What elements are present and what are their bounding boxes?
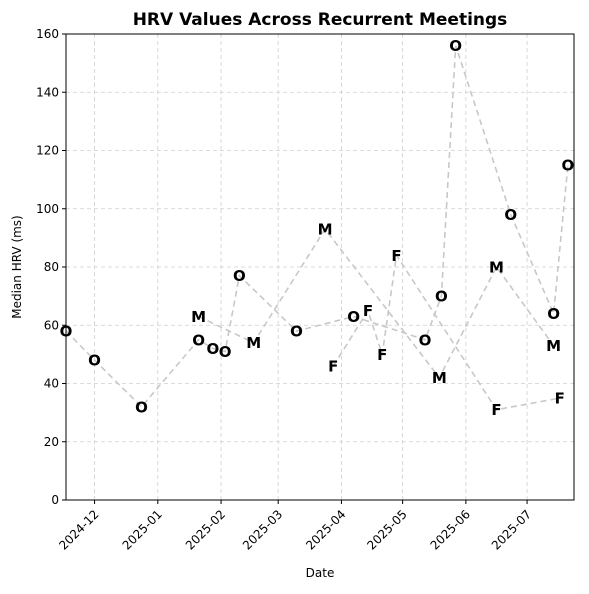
data-point-o: O: [435, 288, 448, 306]
y-tick-label: 80: [44, 260, 59, 274]
y-tick-label: 40: [44, 377, 59, 391]
data-point-o: O: [233, 267, 246, 285]
series-lines: [65, 45, 569, 411]
data-point-m: M: [432, 369, 447, 387]
x-axis-label: Date: [306, 566, 335, 580]
y-tick-label: 160: [36, 27, 59, 41]
y-tick-label: 100: [36, 202, 59, 216]
data-point-f: F: [363, 302, 373, 320]
data-point-f: F: [328, 358, 338, 376]
data-point-o: O: [419, 331, 432, 349]
data-point-o: O: [192, 331, 205, 349]
data-point-m: M: [318, 221, 333, 239]
series-line-o: [65, 45, 569, 408]
data-point-o: O: [547, 305, 560, 323]
data-point-o: O: [290, 323, 303, 341]
y-tick-label: 20: [44, 435, 59, 449]
data-point-o: O: [219, 343, 232, 361]
grid: [66, 33, 574, 501]
y-tick-label: 0: [51, 493, 59, 507]
data-point-m: M: [191, 308, 206, 326]
y-tick-label: 140: [36, 85, 59, 99]
y-tick-label: 60: [44, 318, 59, 332]
data-point-o: O: [88, 352, 101, 370]
data-point-o: O: [207, 340, 220, 358]
data-point-f: F: [491, 401, 501, 419]
chart-title: HRV Values Across Recurrent Meetings: [133, 10, 508, 30]
series-line-f: [332, 253, 560, 411]
data-point-f: F: [377, 346, 387, 364]
data-point-f: F: [391, 247, 401, 265]
data-point-o: O: [135, 398, 148, 416]
data-point-m: M: [489, 259, 504, 277]
y-tick-label: 120: [36, 144, 59, 158]
data-point-m: M: [246, 334, 261, 352]
data-point-o: O: [347, 308, 360, 326]
data-point-o: O: [504, 206, 517, 224]
series-line-m: [198, 227, 555, 380]
data-point-f: F: [555, 390, 565, 408]
data-point-m: M: [546, 337, 561, 355]
data-point-o: O: [561, 157, 574, 175]
data-point-o: O: [449, 37, 462, 55]
y-axis-label: Median HRV (ms): [10, 215, 24, 319]
